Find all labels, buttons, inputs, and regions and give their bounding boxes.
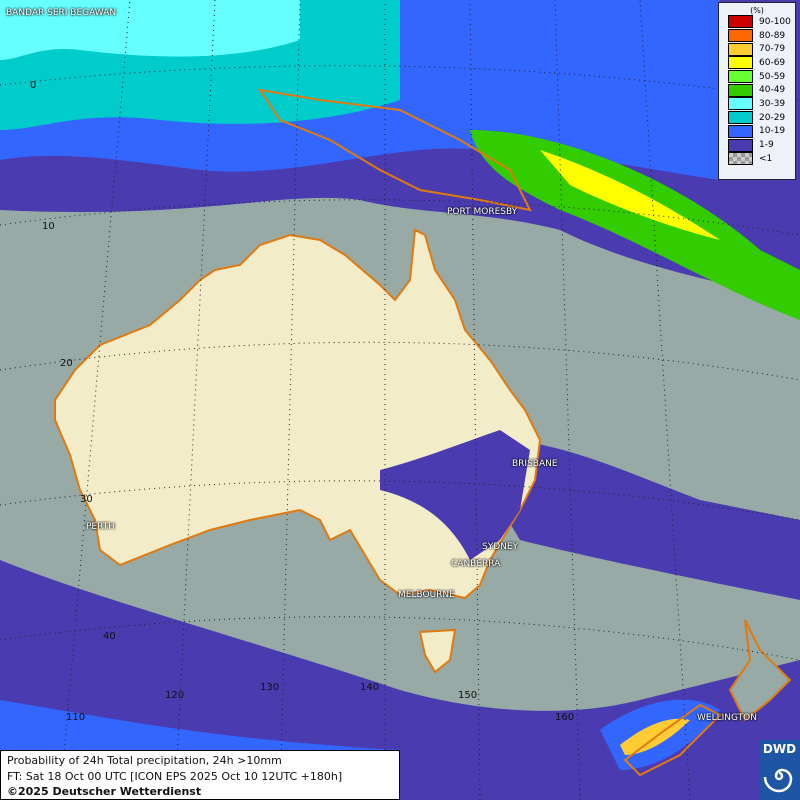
forecast-time: FT: Sat 18 Oct 00 UTC [ICON EPS 2025 Oct… [7, 769, 343, 783]
legend-label: 1-9 [759, 140, 774, 151]
copyright: ©2025 Deutscher Wetterdienst [7, 785, 202, 798]
city-label: CANBERRA [451, 559, 501, 569]
legend-swatch [728, 124, 753, 138]
lon-label: 150 [458, 690, 478, 701]
legend-swatch [728, 111, 753, 125]
legend-swatch [728, 83, 753, 97]
precip-band-png [470, 130, 800, 320]
legend-unit: (%) [750, 6, 764, 15]
city-label: SYDNEY [482, 542, 519, 552]
info-box: Probability of 24h Total precipitation, … [0, 750, 400, 800]
legend-label: 80-89 [759, 30, 786, 41]
tasmania [418, 628, 457, 674]
legend-swatch [728, 97, 753, 111]
lat-label: 20 [60, 358, 73, 369]
legend-item: 1-9 [728, 138, 795, 152]
legend-label: 70-79 [759, 44, 786, 55]
precip-east [460, 438, 800, 600]
city-label: WELLINGTON [697, 713, 757, 723]
legend-label: 90-100 [759, 16, 791, 27]
lat-label: 30 [80, 494, 93, 505]
legend-item: 50-59 [728, 70, 795, 84]
legend-label: 60-69 [759, 57, 786, 68]
new-zealand-south [623, 703, 722, 777]
lon-label: 120 [165, 690, 185, 701]
new-guinea [257, 88, 532, 212]
lat-label: 40 [103, 631, 116, 642]
city-label: MELBOURNE [398, 590, 455, 600]
spiral-icon [763, 768, 793, 793]
legend-swatch [728, 15, 753, 29]
precip-over-australia [380, 430, 530, 560]
lon-label: 110 [66, 712, 86, 723]
australia-land [54, 228, 542, 600]
city-label: PORT MORESBY [447, 207, 518, 217]
new-zealand-north [728, 619, 792, 722]
city-label: BRISBANE [512, 459, 558, 469]
legend-item: 70-79 [728, 42, 795, 56]
precip-band-30 [0, 0, 300, 60]
lat-label: 0 [30, 80, 37, 91]
city-label: BANDAR SERI BEGAWAN [6, 8, 117, 18]
map-title: Probability of 24h Total precipitation, … [7, 754, 282, 767]
legend-item: 30-39 [728, 97, 795, 111]
precip-band-png-high [540, 150, 720, 240]
legend-item: 80-89 [728, 29, 795, 43]
legend-swatch [728, 29, 753, 43]
legend-label: 20-29 [759, 112, 786, 123]
legend-item: 40-49 [728, 83, 795, 97]
lon-label: 140 [360, 682, 380, 693]
legend-label: <1 [759, 153, 773, 164]
city-label: PERTH [86, 522, 115, 532]
legend-label: 40-49 [759, 85, 786, 96]
legend-label: 30-39 [759, 98, 786, 109]
legend-item: 10-19 [728, 124, 795, 139]
legend-item: <1 [728, 152, 795, 166]
lon-label: 160 [555, 712, 575, 723]
legend: (%) 90-100 80-89 70-79 60-69 50-59 40-49 30-39… [718, 2, 796, 180]
legend-swatch [728, 42, 753, 56]
lat-label: 10 [42, 221, 55, 232]
legend-label: 10-19 [759, 126, 786, 137]
legend-swatch [728, 70, 753, 84]
dwd-logo: DWD [759, 740, 800, 800]
legend-swatch [728, 138, 753, 152]
legend-label: 50-59 [759, 71, 786, 82]
logo-text: DWD [762, 742, 797, 756]
lon-label: 130 [260, 682, 280, 693]
legend-item: 60-69 [728, 56, 795, 70]
legend-swatch [728, 56, 753, 70]
legend-swatch [728, 152, 753, 166]
legend-item: 90-100 [728, 15, 795, 29]
legend-item: 20-29 [728, 111, 795, 125]
